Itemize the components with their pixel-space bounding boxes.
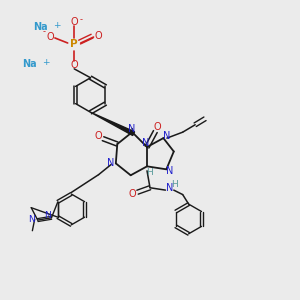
- Text: Na: Na: [22, 59, 37, 69]
- Text: O: O: [70, 60, 78, 70]
- Text: O: O: [94, 31, 102, 40]
- Text: N: N: [128, 124, 136, 134]
- Text: H: H: [146, 168, 153, 177]
- Text: O: O: [129, 189, 136, 199]
- Text: O: O: [46, 32, 54, 42]
- Text: P: P: [70, 40, 78, 50]
- Polygon shape: [91, 112, 135, 136]
- Text: -: -: [43, 28, 46, 37]
- Text: H: H: [172, 180, 178, 189]
- Text: N: N: [163, 131, 171, 141]
- Text: N: N: [166, 166, 174, 176]
- Text: N: N: [142, 138, 149, 148]
- Text: N: N: [44, 211, 51, 220]
- Text: N: N: [166, 183, 174, 193]
- Text: Na: Na: [33, 22, 47, 32]
- Text: +: +: [42, 58, 50, 67]
- Text: -: -: [79, 16, 82, 25]
- Text: N: N: [107, 158, 114, 168]
- Text: O: O: [70, 17, 78, 27]
- Text: N: N: [28, 215, 35, 224]
- Text: O: O: [154, 122, 161, 132]
- Text: +: +: [52, 21, 60, 30]
- Text: O: O: [95, 131, 102, 141]
